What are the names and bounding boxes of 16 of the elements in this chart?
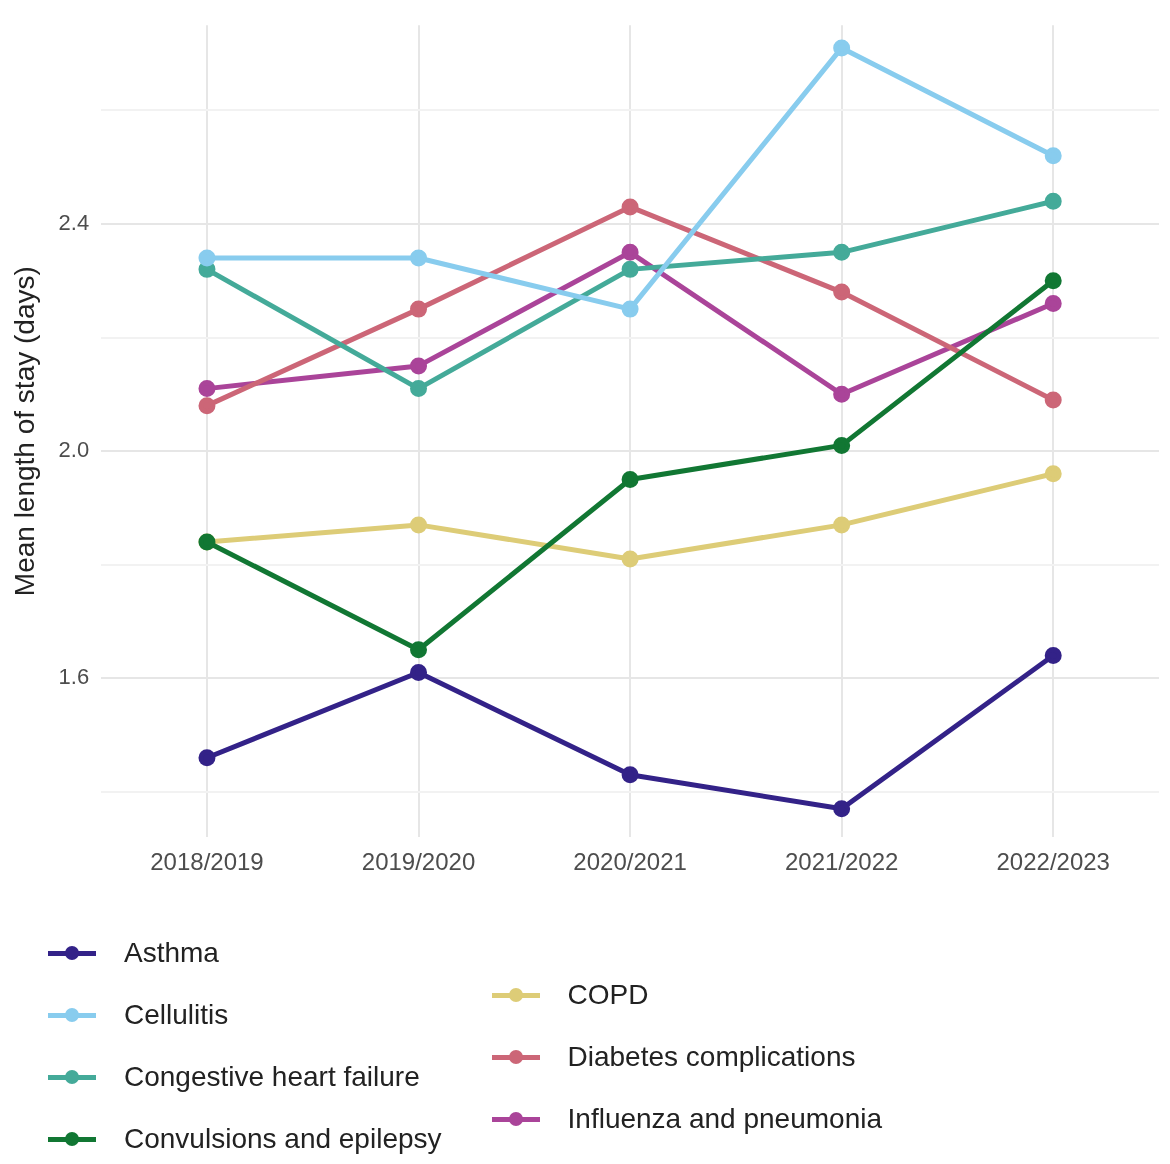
x-tick-label: 2022/2023: [996, 848, 1110, 876]
x-tick-label: 2019/2020: [361, 848, 476, 876]
legend-label: COPD: [567, 979, 649, 1011]
y-tick-label: 1.6: [58, 664, 90, 690]
legend-label: Diabetes complications: [567, 1041, 856, 1073]
legend-label: Cellulitis: [124, 999, 229, 1031]
legend-label: Influenza and pneumonia: [567, 1103, 882, 1135]
legend-label: Convulsions and epilepsy: [124, 1123, 442, 1155]
x-tick-label: 2020/2021: [573, 848, 687, 876]
legend-label: Congestive heart failure: [124, 1061, 420, 1093]
y-tick-label: 2.0: [58, 437, 90, 463]
x-tick-label: 2021/2022: [784, 848, 899, 876]
y-axis-title: Mean length of stay (days): [8, 266, 40, 597]
legend-label: Asthma: [124, 937, 219, 969]
y-tick-label: 2.4: [58, 210, 90, 235]
x-tick-label: 2018/2019: [150, 848, 264, 876]
